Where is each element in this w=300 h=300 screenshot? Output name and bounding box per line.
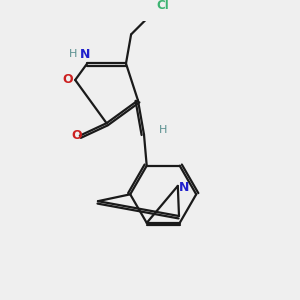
Text: O: O [72,129,83,142]
Text: H: H [159,125,167,135]
Text: N: N [80,48,91,61]
Text: H: H [69,49,77,59]
Text: Cl: Cl [157,0,169,12]
Text: N: N [179,181,189,194]
Text: O: O [62,73,73,86]
